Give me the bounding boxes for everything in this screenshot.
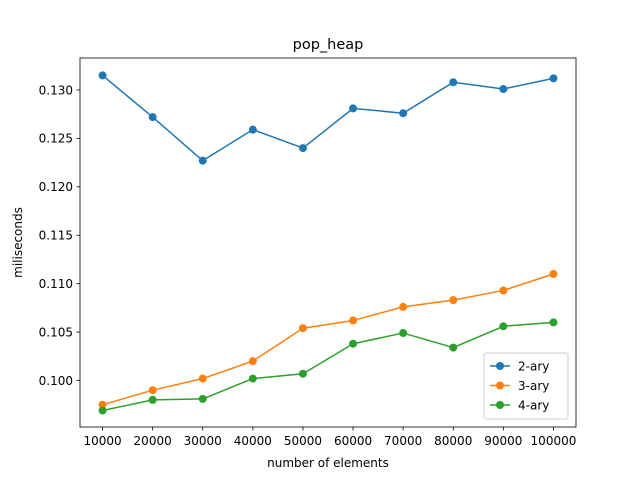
data-point — [399, 302, 408, 311]
data-point — [399, 329, 408, 338]
x-tick-label: 70000 — [384, 434, 422, 448]
data-point — [449, 296, 458, 305]
y-axis-label: miliseconds — [11, 207, 25, 278]
data-point — [549, 74, 558, 83]
series-line — [102, 74, 554, 162]
legend-label: 4-ary — [518, 398, 549, 412]
data-point — [98, 400, 107, 409]
series-layer — [98, 71, 558, 415]
data-point — [499, 322, 508, 331]
chart-title: pop_heap — [293, 37, 364, 53]
legend-marker — [496, 401, 504, 409]
data-point — [549, 269, 558, 278]
x-tick-label: 90000 — [484, 434, 522, 448]
series-3-ary — [98, 269, 558, 409]
data-point — [449, 78, 458, 87]
data-point — [349, 339, 358, 348]
data-point — [248, 125, 257, 134]
legend-label: 2-ary — [518, 359, 549, 373]
legend-label: 3-ary — [518, 379, 549, 393]
y-tick-label: 0.125 — [39, 132, 73, 146]
legend-item: 4-ary — [490, 398, 549, 412]
data-point — [449, 343, 458, 352]
x-tick-label: 60000 — [334, 434, 372, 448]
data-point — [98, 406, 107, 415]
y-tick-label: 0.105 — [39, 325, 73, 339]
data-point — [148, 113, 157, 122]
plot-frame — [79, 57, 577, 428]
y-tick-label: 0.100 — [39, 374, 73, 388]
x-tick-label: 100000 — [531, 434, 577, 448]
series-2-ary — [98, 71, 558, 165]
legend-item: 3-ary — [490, 379, 549, 393]
legend-box — [483, 352, 569, 420]
series-line — [102, 321, 554, 412]
series-line — [102, 273, 554, 406]
data-point — [148, 395, 157, 404]
data-point — [399, 109, 408, 118]
legend-item: 2-ary — [490, 359, 549, 373]
x-tick-label: 30000 — [184, 434, 222, 448]
x-tick-label: 40000 — [234, 434, 272, 448]
data-point — [198, 374, 207, 383]
data-point — [248, 357, 257, 366]
y-tick-label: 0.115 — [39, 229, 73, 243]
data-point — [198, 394, 207, 403]
data-point — [198, 156, 207, 165]
x-tick-label: 50000 — [284, 434, 322, 448]
data-point — [349, 104, 358, 113]
data-point — [298, 369, 307, 378]
x-axis-ticks: 10000 20000 30000 40000 50000 60000 70000 80000… — [83, 427, 576, 448]
y-tick-label: 0.130 — [39, 83, 73, 97]
x-tick-label: 20000 — [134, 434, 172, 448]
data-point — [499, 84, 508, 93]
y-axis-ticks: 0.100 0.105 0.110 0.115 0.120 0.125 0.130 — [39, 83, 80, 388]
data-point — [248, 374, 257, 383]
data-point — [349, 316, 358, 325]
legend-marker — [496, 381, 504, 390]
x-axis-label: number of elements — [267, 456, 389, 470]
y-tick-label: 0.110 — [39, 277, 73, 291]
series-4-ary — [98, 318, 558, 415]
legend: 2-ary 3-ary 4-ary — [483, 352, 569, 420]
y-tick-label: 0.120 — [39, 180, 73, 194]
data-point — [98, 71, 107, 80]
data-point — [499, 286, 508, 295]
legend-marker — [496, 362, 504, 370]
data-point — [148, 386, 157, 395]
x-tick-label: 10000 — [83, 434, 121, 448]
x-tick-label: 80000 — [434, 434, 472, 448]
data-point — [298, 144, 307, 153]
data-point — [298, 324, 307, 333]
data-point — [549, 318, 558, 327]
